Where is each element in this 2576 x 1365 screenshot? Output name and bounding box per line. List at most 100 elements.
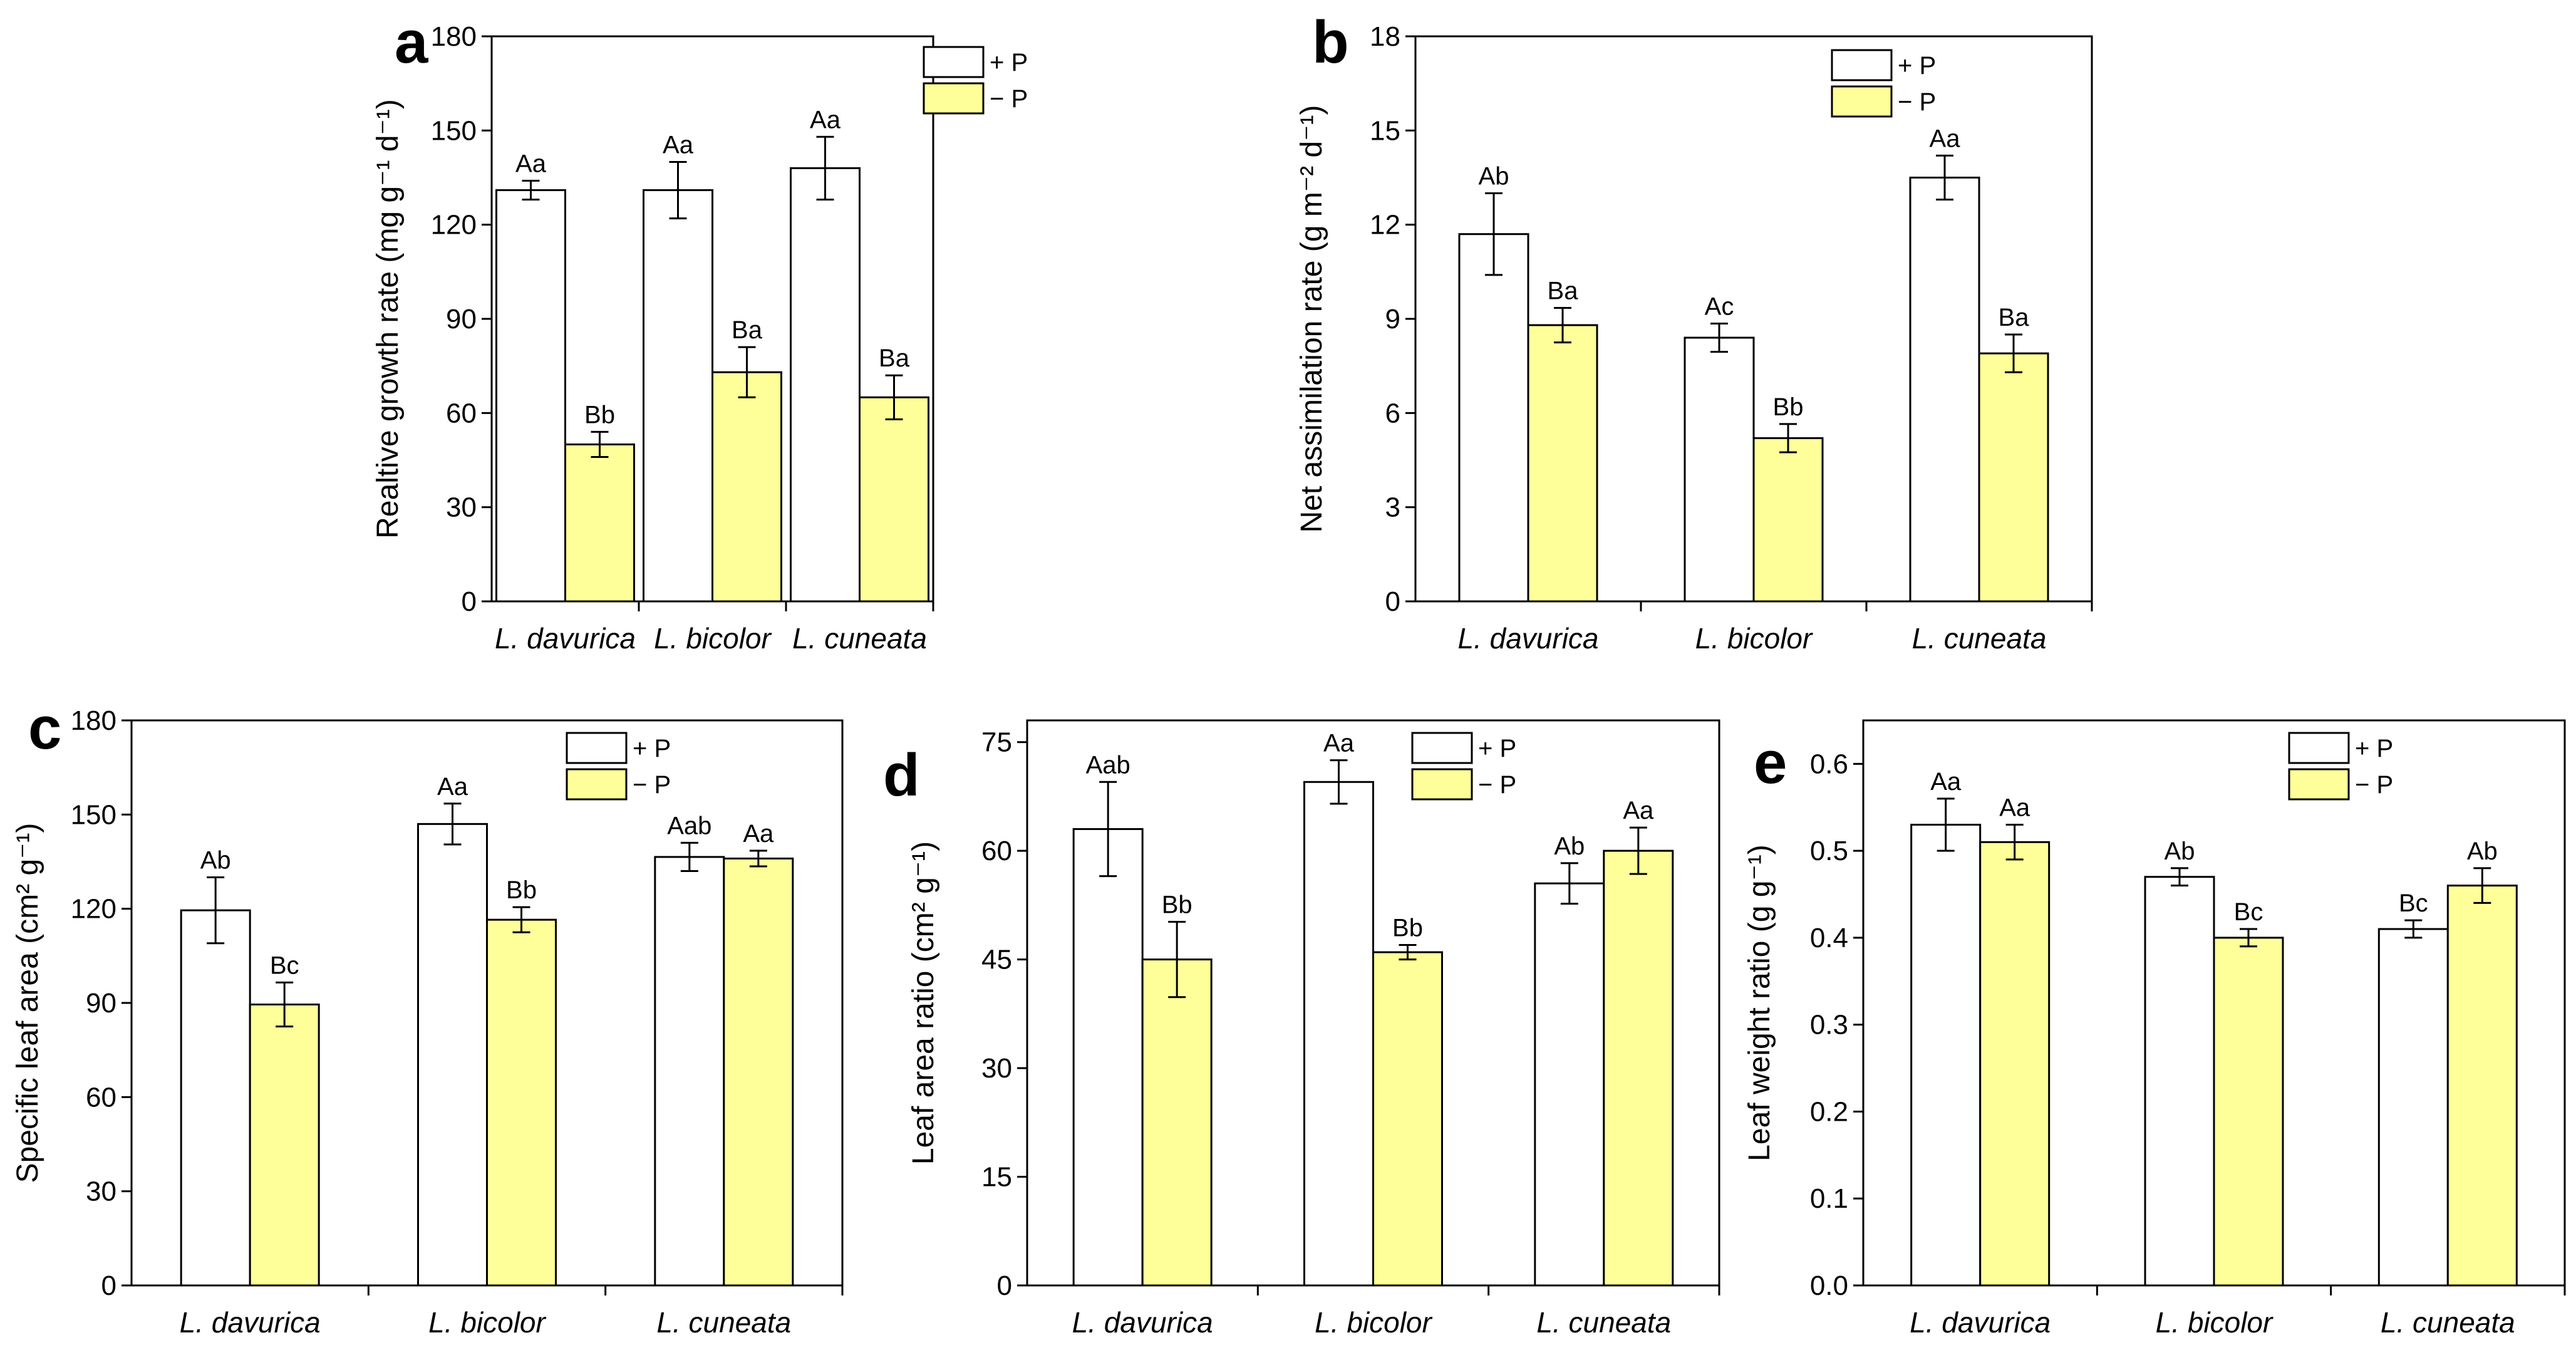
panel-e: 0.0 0.1 0.2 0.3 0.4 0.5 0.6 Leaf weight ratio (…: [1743, 719, 2566, 1339]
significance-label: Bc: [2234, 898, 2263, 926]
significance-label: Ab: [200, 847, 231, 875]
legend-swatch-plus-p: [1411, 732, 1473, 764]
y-tick-label: 90: [446, 304, 477, 335]
y-tick-label: 12: [1370, 210, 1400, 241]
bar-plus-p: [2144, 876, 2215, 1287]
significance-label: Aa: [1930, 768, 1962, 796]
legend-swatch-minus-p: [566, 768, 628, 801]
bar-minus-p: [2446, 885, 2518, 1287]
y-tick-label: 180: [431, 21, 477, 52]
legend-label-minus-p: − P: [2355, 771, 2393, 799]
significance-label: Bc: [2399, 890, 2428, 917]
x-category-label: L. cuneata: [1912, 622, 2047, 655]
significance-label: Ba: [879, 345, 910, 372]
legend-label-plus-p: + P: [1478, 735, 1516, 762]
legend-label-plus-p: + P: [1898, 52, 1936, 80]
y-tick-label: 150: [71, 799, 116, 830]
bar-plus-p: [790, 167, 861, 603]
legend: + P − P: [1411, 732, 1516, 801]
significance-label: Bb: [1392, 914, 1423, 942]
y-tick-label: 0.0: [1810, 1270, 1848, 1301]
y-axis-label: Realtive growth rate (mg g⁻¹ d⁻¹): [371, 99, 405, 539]
y-tick-label: 180: [71, 705, 116, 736]
y-tick-label: 30: [86, 1176, 116, 1207]
legend-swatch-minus-p: [1411, 768, 1473, 801]
significance-label: Aa: [810, 106, 841, 133]
y-tick-label: 0: [101, 1270, 116, 1301]
significance-label: Aa: [1930, 125, 1961, 152]
bar-minus-p: [723, 857, 794, 1287]
legend-swatch-plus-p: [2288, 732, 2350, 764]
y-tick-label: 6: [1385, 398, 1400, 428]
bar-minus-p: [486, 918, 557, 1287]
significance-label: Ba: [1548, 277, 1579, 304]
legend: + P − P: [1831, 49, 1936, 118]
x-category-label: L. bicolor: [2156, 1306, 2273, 1339]
legend-swatch-minus-p: [2288, 768, 2350, 801]
y-axis-label: Leaf area ratio (cm² g⁻¹): [907, 841, 940, 1165]
bar-plus-p: [643, 189, 713, 603]
significance-label: Bb: [506, 876, 537, 904]
y-tick-label: 0.5: [1810, 836, 1848, 866]
legend-swatch-plus-p: [923, 46, 985, 78]
bar-minus-p: [859, 396, 929, 603]
panel-letter: d: [883, 742, 920, 809]
y-tick-label: 15: [1370, 115, 1400, 146]
bar-plus-p: [417, 823, 488, 1287]
bar-minus-p: [249, 1004, 320, 1287]
y-tick-label: 0.6: [1810, 749, 1848, 779]
significance-label: Ab: [1554, 833, 1585, 860]
y-tick-label: 3: [1385, 492, 1400, 523]
bar-plus-p: [654, 856, 725, 1287]
panel-d: 0 15 30 45 60 75 Leaf area ratio (cm² g⁻¹) d L. …: [883, 719, 1720, 1339]
panel-c: 0 30 60 90 120 150 180 Specific leaf area (cm² …: [11, 695, 844, 1339]
y-tick-label: 30: [446, 492, 477, 523]
significance-label: Ab: [2467, 838, 2498, 865]
significance-label: Bb: [584, 401, 615, 428]
y-tick-label: 30: [981, 1053, 1012, 1084]
x-category-label: L. davurica: [1457, 622, 1598, 655]
significance-label: Aa: [1323, 730, 1355, 757]
significance-label: Ba: [1999, 304, 2030, 331]
y-tick-label: 120: [71, 894, 116, 925]
x-category-label: L. cuneata: [2381, 1306, 2515, 1339]
bar-minus-p: [1978, 352, 2049, 603]
significance-label: Ac: [1705, 293, 1734, 321]
y-tick-label: 0: [1385, 586, 1400, 617]
legend-label-minus-p: − P: [633, 771, 671, 799]
x-category-label: L. cuneata: [792, 622, 927, 655]
bar-plus-p: [1072, 828, 1144, 1287]
bar-plus-p: [495, 189, 566, 603]
significance-label: Aa: [515, 150, 547, 178]
significance-label: Ab: [1479, 163, 1509, 190]
legend: + P − P: [923, 46, 1028, 115]
y-axis-label: Specific leaf area (cm² g⁻¹): [11, 823, 44, 1183]
bar-minus-p: [1372, 951, 1443, 1287]
bar-plus-p: [1458, 233, 1529, 603]
x-category-label: L. davurica: [1910, 1306, 2051, 1339]
y-tick-label: 0.3: [1810, 1010, 1848, 1041]
y-tick-label: 150: [431, 115, 477, 146]
legend-label-minus-p: − P: [1478, 771, 1516, 799]
y-tick-label: 18: [1370, 21, 1400, 52]
legend-label-plus-p: + P: [2355, 735, 2393, 762]
y-tick-label: 0.2: [1810, 1096, 1848, 1127]
significance-label: Aab: [667, 812, 711, 839]
x-category-label: L. bicolor: [1315, 1306, 1432, 1339]
panel-letter: e: [1754, 729, 1787, 796]
x-category-label: L. davurica: [1072, 1306, 1213, 1339]
bar-minus-p: [1527, 324, 1598, 603]
legend: + P − P: [566, 732, 671, 801]
panel-a: 0 30 60 90 120 150 180 Realtive growth rate (mg…: [371, 9, 1028, 655]
significance-label: Aab: [1086, 751, 1130, 779]
bar-plus-p: [1910, 824, 1982, 1287]
significance-label: Bb: [1773, 393, 1804, 421]
y-tick-label: 90: [86, 988, 116, 1019]
bar-plus-p: [1684, 336, 1755, 603]
bar-minus-p: [2213, 937, 2284, 1287]
legend-label-plus-p: + P: [990, 49, 1028, 76]
y-tick-label: 9: [1385, 304, 1400, 335]
x-category-label: L. cuneata: [656, 1306, 791, 1339]
y-tick-label: 60: [981, 836, 1012, 866]
